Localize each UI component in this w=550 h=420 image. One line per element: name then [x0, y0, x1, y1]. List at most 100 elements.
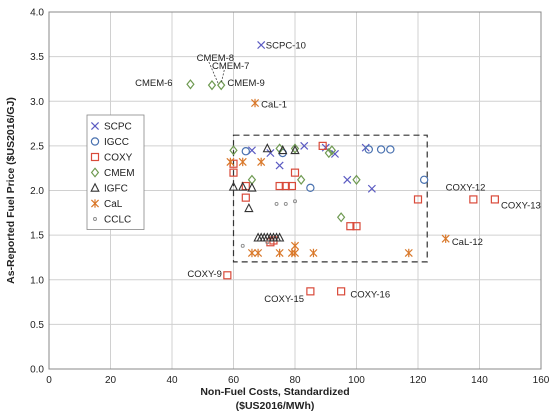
- point-annotation: COXY-12: [446, 182, 486, 193]
- point-annotation: CaL-1: [261, 99, 287, 110]
- point-coxy: [318, 141, 327, 150]
- point-annotation: COXY-16: [350, 290, 390, 301]
- point-coxy: [223, 271, 232, 280]
- legend-box: [86, 114, 145, 230]
- x-tick-label: 160: [533, 375, 550, 386]
- point-igcc: [364, 145, 373, 154]
- x-tick-label: 100: [348, 375, 365, 386]
- point-coxy: [352, 222, 361, 231]
- point-cal: [441, 234, 450, 243]
- point-scpc: [257, 40, 266, 50]
- point-cmem: [229, 145, 238, 156]
- point-cal: [309, 248, 318, 258]
- series-cclc: [240, 199, 297, 248]
- x-tick-label: 20: [105, 375, 117, 386]
- point-annotation: COXY-9: [187, 269, 222, 280]
- point-annotation: CaL-12: [452, 237, 483, 248]
- x-axis-title: Non-Fuel Costs, Standardized: [200, 386, 349, 398]
- point-igcc: [386, 145, 395, 154]
- y-tick-label: 3.5: [30, 52, 44, 63]
- point-annotation: CMEM-9: [227, 78, 264, 89]
- point-igfc: [244, 202, 254, 213]
- point-scpc: [275, 161, 284, 170]
- point-igfc: [262, 143, 273, 153]
- legend-label-igfc: IGFC: [104, 184, 128, 195]
- point-cmem: [327, 145, 337, 156]
- point-cclc: [240, 243, 245, 248]
- highlight-box: [232, 134, 428, 263]
- x-tick-label: 60: [228, 375, 240, 386]
- point-annotation: COXY-15: [264, 294, 304, 305]
- point-annotation: SCPC-10: [266, 41, 306, 52]
- point-coxy: [281, 181, 290, 191]
- y-tick-label: 1.0: [30, 275, 44, 286]
- point-cal: [226, 157, 235, 167]
- legend-label-cmem: CMEM: [104, 168, 135, 179]
- point-coxy: [275, 181, 284, 191]
- y-tick-label: 1.5: [30, 231, 44, 242]
- point-cal: [254, 248, 263, 258]
- point-annotation: COXY-13: [501, 200, 541, 211]
- point-cal: [238, 157, 247, 167]
- legend-marker-scpc: [90, 121, 100, 131]
- legend-label-cclc: CCLC: [104, 215, 131, 226]
- series-cal: [226, 98, 450, 258]
- point-cmem: [290, 143, 300, 154]
- series-cmem: [186, 79, 361, 223]
- legend: SCPC IGCC COXY CMEM IGFC CaL CCLC: [86, 114, 145, 230]
- data-series: [186, 40, 499, 296]
- point-coxy: [290, 168, 300, 177]
- point-cmem: [186, 79, 195, 90]
- point-igfc: [274, 232, 285, 242]
- highlight-region: [232, 134, 428, 263]
- axes: 0 20 40 60 80 100 120 140 160 0.0 0.5 1.0 1.5 2.0 2.5 3…: [5, 8, 550, 413]
- point-coxy: [490, 195, 499, 204]
- point-cal: [287, 248, 296, 258]
- point-cal: [290, 241, 300, 251]
- point-coxy: [413, 195, 423, 204]
- point-cmem: [296, 174, 306, 185]
- annotation-leader-line: [208, 61, 219, 84]
- legend-label-igcc: IGCC: [104, 137, 129, 148]
- x-tick-label: 140: [471, 375, 488, 386]
- point-igfc: [277, 144, 288, 155]
- point-cmem: [207, 80, 217, 91]
- point-cal: [404, 248, 413, 258]
- point-scpc: [266, 148, 275, 158]
- series-igfc: [228, 143, 300, 242]
- point-coxy: [229, 168, 238, 177]
- x-tick-label: 80: [289, 375, 301, 386]
- point-cclc: [274, 201, 279, 206]
- point-igfc: [290, 144, 300, 155]
- y-tick-label: 3.0: [30, 97, 44, 108]
- y-tick-label: 2.5: [30, 141, 44, 152]
- point-cmem: [336, 212, 346, 223]
- y-tick-label: 0.5: [30, 320, 44, 331]
- point-igcc: [419, 175, 429, 184]
- y-tick-label: 0.0: [30, 365, 44, 376]
- legend-marker-coxy: [90, 152, 100, 162]
- point-cmem: [217, 80, 226, 91]
- x-axis-unit: ($US2016/MWh): [236, 400, 315, 412]
- point-igfc: [228, 181, 239, 191]
- point-cclc: [283, 201, 288, 206]
- point-scpc: [300, 141, 309, 150]
- point-cal: [247, 248, 256, 258]
- point-annotation: CMEM-6: [135, 78, 172, 89]
- point-igfc: [238, 181, 248, 191]
- legend-label-coxy: COXY: [104, 153, 133, 164]
- point-scpc: [343, 175, 352, 184]
- point-igfc: [247, 182, 257, 192]
- point-cal: [257, 157, 266, 167]
- y-tick-label: 2.0: [30, 186, 44, 197]
- point-cal: [251, 98, 260, 108]
- plot-frame: [48, 11, 542, 370]
- point-igcc: [376, 145, 386, 154]
- point-annotation: CMEM-7: [212, 61, 249, 72]
- legend-label-scpc: SCPC: [104, 122, 132, 133]
- legend-marker-igcc: [90, 137, 100, 146]
- legend-label-cal: CaL: [104, 199, 123, 210]
